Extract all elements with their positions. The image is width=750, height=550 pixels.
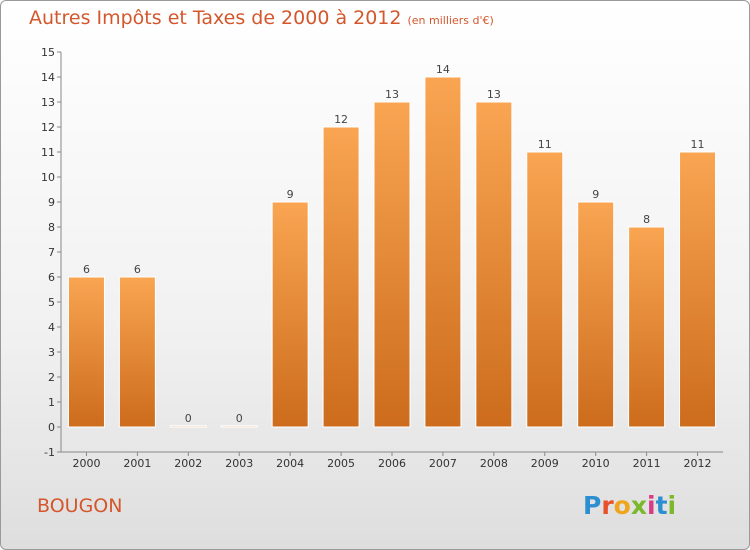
- commune-name: BOUGON: [37, 495, 123, 517]
- x-tick-label-2000: 2000: [72, 457, 100, 470]
- logo-letter: o: [613, 491, 631, 520]
- x-tick-label-2004: 2004: [276, 457, 304, 470]
- x-tick-label-2005: 2005: [327, 457, 355, 470]
- bar-2008: [475, 101, 513, 428]
- data-label-2009: 11: [538, 138, 552, 151]
- data-label-2010: 9: [592, 188, 599, 201]
- x-tick-label-2001: 2001: [123, 457, 151, 470]
- y-tick-label: 12: [41, 121, 55, 134]
- y-tick-label: 10: [41, 171, 55, 184]
- y-tick-label: 4: [48, 321, 55, 334]
- bar-2002: [169, 425, 207, 428]
- y-tick-label: 8: [48, 221, 55, 234]
- y-tick-label: 5: [48, 296, 55, 309]
- logo-letter: x: [630, 491, 647, 520]
- data-label-2004: 9: [287, 188, 294, 201]
- logo-letter: i: [667, 491, 677, 520]
- bar-2006: [373, 101, 411, 428]
- logo-letter: P: [583, 491, 602, 520]
- data-label-2003: 0: [236, 412, 243, 425]
- data-label-2012: 11: [691, 138, 705, 151]
- x-tick-label-2011: 2011: [633, 457, 661, 470]
- y-tick-label: 15: [41, 46, 55, 59]
- data-label-2000: 6: [83, 263, 90, 276]
- data-label-2005: 12: [334, 113, 348, 126]
- bar-2011: [628, 226, 666, 428]
- data-label-2001: 6: [134, 263, 141, 276]
- y-tick-label: 0: [48, 421, 55, 434]
- bar-2005: [322, 126, 360, 428]
- y-tick-label: -1: [44, 446, 55, 459]
- x-tick-label-2012: 2012: [684, 457, 712, 470]
- chart-subtitle: (en milliers d'€): [407, 14, 494, 27]
- x-tick-label-2003: 2003: [225, 457, 253, 470]
- chart-bars: [67, 76, 717, 428]
- y-tick-label: 6: [48, 271, 55, 284]
- y-tick-label: 7: [48, 246, 55, 259]
- data-label-2007: 14: [436, 63, 450, 76]
- proxiti-logo: Proxiti: [583, 491, 676, 520]
- data-label-2011: 8: [643, 213, 650, 226]
- bar-2000: [67, 276, 105, 428]
- y-tick-label: 1: [48, 396, 55, 409]
- y-tick-label: 2: [48, 371, 55, 384]
- chart-data-labels: 6 6 0 0 9 12 13 14 13 11 9 8 11: [83, 63, 705, 425]
- bar-2009: [526, 151, 564, 428]
- logo-letter: i: [647, 491, 656, 520]
- y-tick-label: 13: [41, 96, 55, 109]
- bar-2010: [577, 201, 615, 428]
- bar-2001: [118, 276, 156, 428]
- bar-2012: [679, 151, 717, 428]
- x-tick-label-2010: 2010: [582, 457, 610, 470]
- chart-title-text: Autres Impôts et Taxes de 2000 à 2012: [29, 7, 402, 29]
- x-tick-label-2002: 2002: [174, 457, 202, 470]
- chart-title: Autres Impôts et Taxes de 2000 à 2012 (en…: [29, 7, 494, 29]
- x-tick-label-2007: 2007: [429, 457, 457, 470]
- y-tick-label: 14: [41, 71, 55, 84]
- x-tick-label-2008: 2008: [480, 457, 508, 470]
- data-label-2006: 13: [385, 88, 399, 101]
- y-tick-label: 3: [48, 346, 55, 359]
- bar-2004: [271, 201, 309, 428]
- bar-2007: [424, 76, 462, 428]
- x-tick-label-2009: 2009: [531, 457, 559, 470]
- x-tick-label-2006: 2006: [378, 457, 406, 470]
- logo-letter: t: [655, 491, 668, 520]
- bar-2003: [220, 425, 258, 428]
- data-label-2008: 13: [487, 88, 501, 101]
- logo-letter: r: [601, 491, 614, 520]
- y-tick-label: 11: [41, 146, 55, 159]
- y-tick-label: 9: [48, 196, 55, 209]
- data-label-2002: 0: [185, 412, 192, 425]
